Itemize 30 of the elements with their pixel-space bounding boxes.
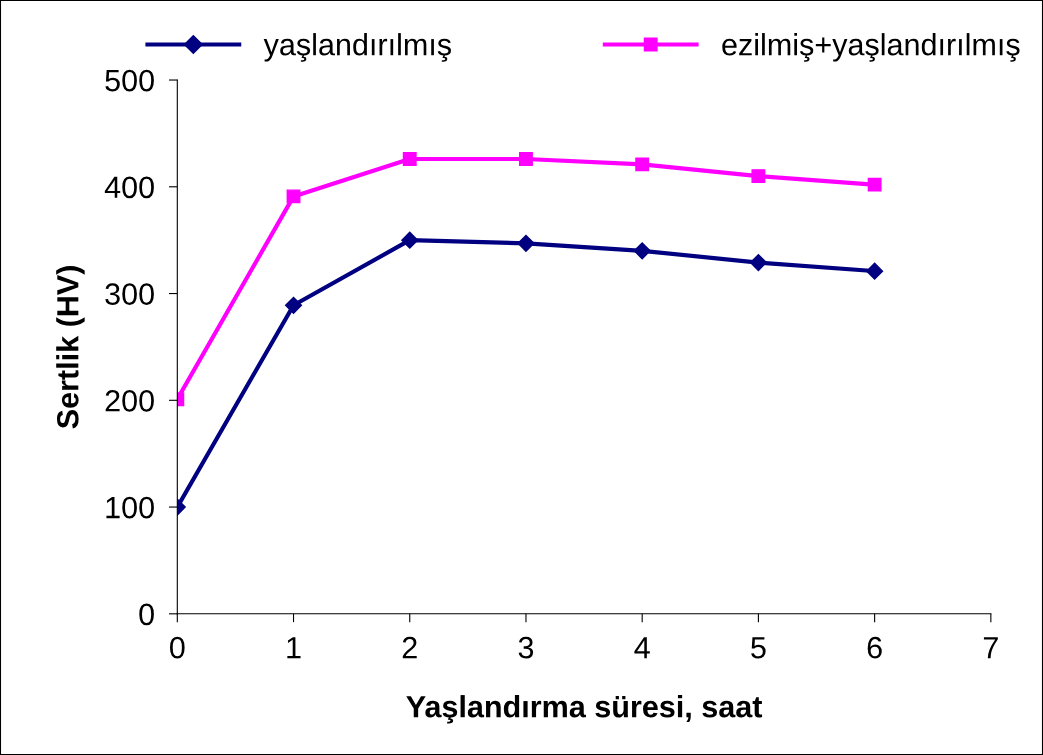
y-tick-label: 500 bbox=[105, 69, 154, 92]
legend-label: ezilmiş+yaşlandırılmış bbox=[722, 33, 1020, 62]
x-tick-label: 5 bbox=[751, 637, 766, 659]
point bbox=[284, 296, 303, 314]
x-tick-label: 3 bbox=[518, 636, 534, 659]
point bbox=[867, 177, 882, 192]
point bbox=[749, 254, 767, 272]
y-tick-label: 0 bbox=[139, 603, 154, 626]
point bbox=[866, 262, 884, 280]
x-tick-label: 1 bbox=[287, 637, 301, 659]
y-axis-title: Sertlik (HV) bbox=[56, 266, 85, 429]
x-tick-label: 7 bbox=[983, 637, 998, 659]
point bbox=[519, 152, 533, 166]
x-tick-label: 0 bbox=[170, 636, 185, 659]
point bbox=[517, 234, 535, 252]
y-tick-label: 100 bbox=[106, 496, 154, 519]
y-tick-label: 200 bbox=[105, 390, 154, 412]
y-tick-label: 400 bbox=[104, 176, 154, 199]
point bbox=[751, 169, 766, 184]
point bbox=[402, 152, 417, 166]
x-tick-label: 4 bbox=[634, 637, 650, 659]
point bbox=[286, 189, 301, 204]
legend-label: yaşlandırılmış bbox=[263, 33, 451, 62]
x-axis-title: Yaşlandırma süresi, saat bbox=[406, 695, 763, 724]
x-tick-label: 2 bbox=[402, 636, 417, 659]
point bbox=[635, 157, 650, 172]
x-tick-label: 6 bbox=[867, 636, 882, 659]
y-tick-label: 300 bbox=[105, 283, 154, 305]
point bbox=[401, 231, 419, 249]
point bbox=[633, 242, 651, 260]
